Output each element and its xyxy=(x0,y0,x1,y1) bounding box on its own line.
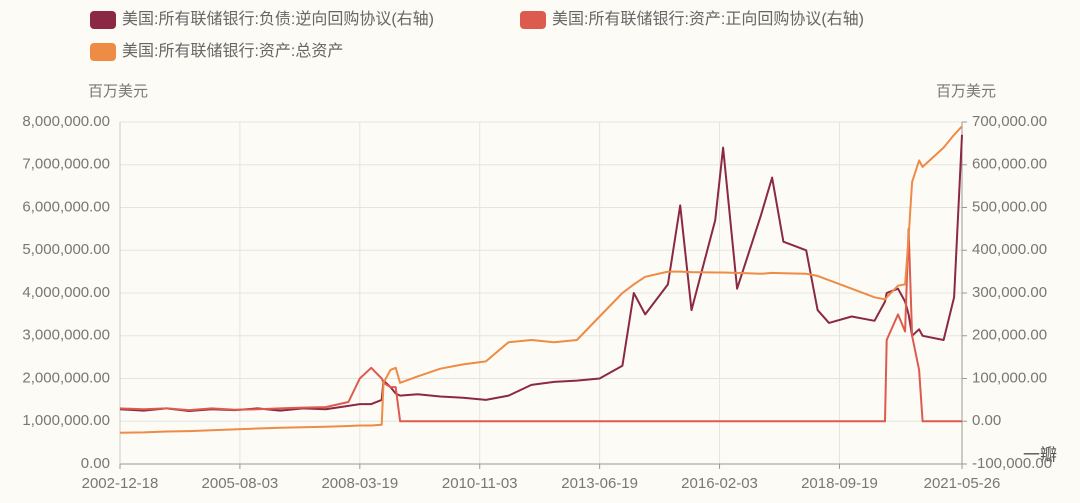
x-tick-label: 2008-03-19 xyxy=(321,475,398,492)
y2-tick-label: 0.00 xyxy=(972,412,1001,429)
legend-label: 美国:所有联储银行:负债:逆向回购协议(右轴) xyxy=(122,10,434,28)
x-tick-label: 2010-11-03 xyxy=(442,475,518,492)
x-tick-label: 2005-08-03 xyxy=(202,475,279,492)
x-tick-label: 2013-06-19 xyxy=(561,475,638,492)
series-line xyxy=(119,125,963,434)
x-tick-label: 2021-05-26 xyxy=(924,475,1001,492)
y2-tick-label: 300,000.00 xyxy=(972,284,1047,301)
legend-label: 美国:所有联储银行:资产:总资产 xyxy=(122,42,343,60)
y2-tick-label: 200,000.00 xyxy=(972,327,1047,344)
y2-tick-label: 600,000.00 xyxy=(972,156,1047,173)
y2-tick-label: 100,000.00 xyxy=(972,369,1047,386)
y-tick-label: 3,000,000.00 xyxy=(22,327,110,344)
y-tick-label: 5,000,000.00 xyxy=(22,241,110,258)
x-tick-label: 2018-09-19 xyxy=(801,475,878,492)
y2-tick-label: -100,000.00 xyxy=(972,455,1052,472)
legend-swatch xyxy=(90,43,116,61)
legend-swatch xyxy=(90,11,116,29)
y-tick-label: 2,000,000.00 xyxy=(22,369,110,386)
y-tick-label: 0.00 xyxy=(81,455,110,472)
series-line xyxy=(119,227,962,423)
x-tick-label: 2016-02-03 xyxy=(681,475,758,492)
series-line xyxy=(119,134,963,412)
y-tick-label: 1,000,000.00 xyxy=(22,412,110,429)
watermark: 一瓣 xyxy=(1023,445,1057,464)
y2-tick-label: 500,000.00 xyxy=(972,198,1047,215)
legend-label: 美国:所有联储银行:资产:正向回购协议(右轴) xyxy=(552,10,864,28)
legend-swatch xyxy=(520,11,546,29)
y2-tick-label: 400,000.00 xyxy=(972,241,1047,258)
y-tick-label: 8,000,000.00 xyxy=(22,113,110,130)
y2-axis-label: 百万美元 xyxy=(936,83,996,100)
y-axis-label: 百万美元 xyxy=(88,83,148,100)
x-tick-label: 2002-12-18 xyxy=(82,475,159,492)
y-tick-label: 4,000,000.00 xyxy=(22,284,110,301)
y2-tick-label: 700,000.00 xyxy=(972,113,1047,130)
y-tick-label: 6,000,000.00 xyxy=(22,198,110,215)
y-tick-label: 7,000,000.00 xyxy=(22,156,110,173)
